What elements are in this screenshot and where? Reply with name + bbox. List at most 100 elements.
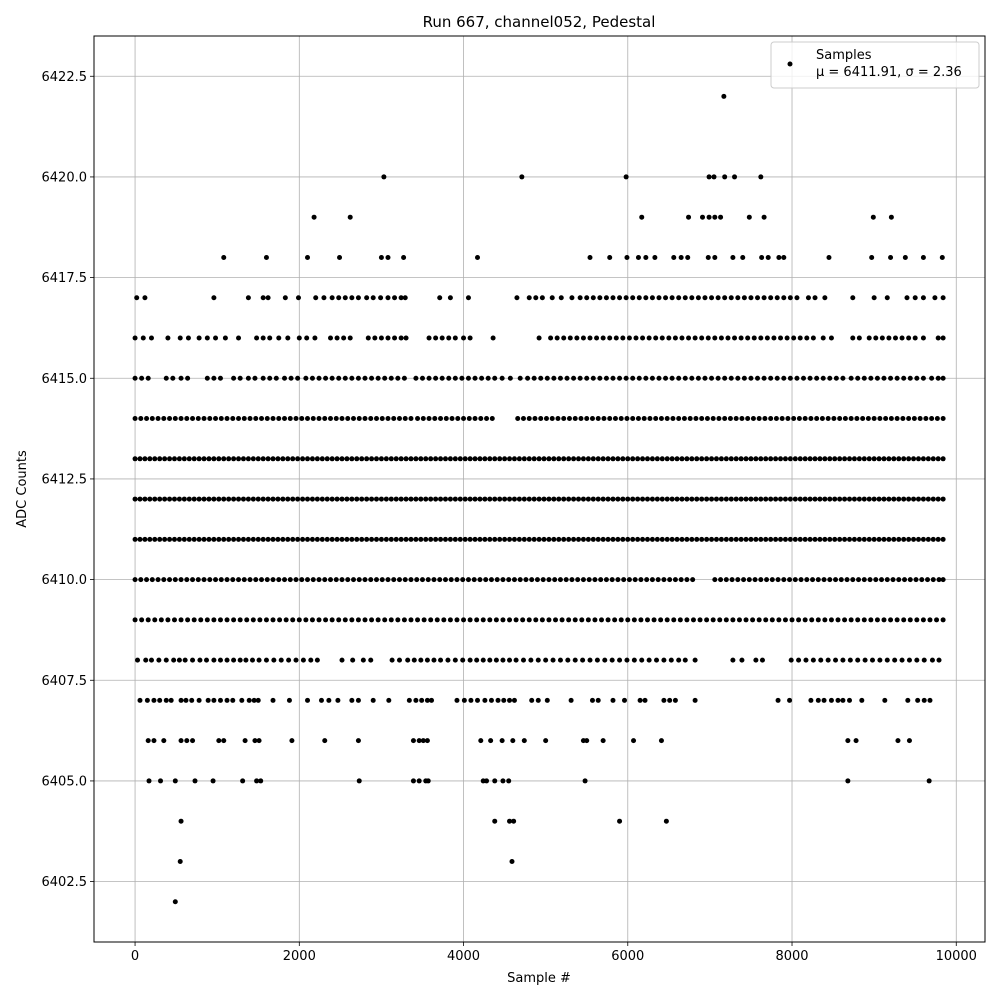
data-point	[643, 295, 649, 301]
data-point	[531, 536, 537, 542]
data-point	[842, 617, 848, 623]
y-tick-label: 6405.0	[42, 774, 88, 789]
data-point	[546, 496, 552, 502]
data-point	[195, 577, 201, 583]
data-point	[246, 697, 252, 703]
data-point	[699, 416, 705, 422]
data-point	[868, 617, 874, 623]
data-point	[196, 335, 202, 341]
data-point	[866, 335, 872, 341]
data-point	[204, 375, 210, 381]
data-point	[300, 657, 306, 663]
data-point	[147, 456, 153, 462]
data-point	[137, 496, 143, 502]
data-point	[167, 416, 173, 422]
data-point	[535, 697, 541, 703]
data-point	[656, 375, 662, 381]
data-point	[344, 456, 350, 462]
data-point	[364, 456, 370, 462]
data-point	[226, 456, 232, 462]
data-point	[408, 416, 414, 422]
data-point	[791, 335, 797, 341]
data-point	[598, 577, 604, 583]
data-point	[677, 617, 683, 623]
data-point	[886, 536, 892, 542]
data-point	[461, 416, 467, 422]
data-point	[369, 496, 375, 502]
data-point	[290, 456, 296, 462]
data-point	[314, 536, 320, 542]
data-point	[432, 416, 438, 422]
data-point	[138, 416, 144, 422]
data-point	[396, 577, 402, 583]
data-point	[288, 375, 294, 381]
data-point	[241, 416, 247, 422]
data-point	[385, 295, 391, 301]
data-point	[679, 496, 685, 502]
data-point	[543, 738, 549, 744]
data-point	[276, 577, 282, 583]
data-point	[804, 335, 810, 341]
data-point	[216, 456, 222, 462]
data-point	[775, 697, 781, 703]
data-point	[260, 335, 266, 341]
data-point	[613, 335, 619, 341]
data-point	[319, 496, 325, 502]
data-point	[871, 295, 877, 301]
data-point	[479, 375, 485, 381]
data-point	[408, 456, 414, 462]
data-point	[733, 416, 739, 422]
data-point	[345, 416, 351, 422]
x-tick-label: 0	[131, 949, 139, 964]
data-point	[388, 536, 394, 542]
x-tick-label: 10000	[936, 949, 977, 964]
data-point	[644, 617, 650, 623]
data-point	[237, 375, 243, 381]
data-point	[218, 577, 224, 583]
data-point	[280, 536, 286, 542]
data-point	[368, 416, 374, 422]
data-point	[419, 697, 425, 703]
data-point	[237, 617, 243, 623]
data-point	[659, 536, 665, 542]
data-point	[920, 456, 926, 462]
data-point	[566, 536, 572, 542]
data-point	[507, 697, 513, 703]
data-point	[636, 295, 642, 301]
data-point	[567, 335, 573, 341]
data-point	[369, 456, 375, 462]
data-point	[715, 295, 721, 301]
data-point	[753, 536, 759, 542]
data-point	[733, 456, 739, 462]
data-point	[935, 536, 941, 542]
legend-series-name: Samples	[816, 48, 872, 63]
data-point	[186, 536, 192, 542]
data-point	[526, 536, 532, 542]
data-point	[213, 416, 219, 422]
data-point	[305, 416, 311, 422]
data-point	[362, 416, 368, 422]
data-point	[847, 697, 853, 703]
data-point	[659, 335, 665, 341]
data-point	[764, 577, 770, 583]
data-point	[339, 536, 345, 542]
data-point	[449, 416, 455, 422]
data-point	[250, 456, 256, 462]
data-point	[423, 496, 429, 502]
data-point	[778, 456, 784, 462]
data-point	[822, 496, 828, 502]
data-point	[855, 617, 861, 623]
data-point	[822, 617, 828, 623]
y-axis: 6402.5 6405.0 6407.5 6410.0 6412.5 6415.0 6417…	[42, 70, 94, 890]
data-point	[402, 416, 408, 422]
data-point	[497, 536, 503, 542]
data-point	[694, 456, 700, 462]
data-point	[466, 416, 472, 422]
y-tick-label: 6422.5	[42, 70, 88, 85]
data-point	[411, 657, 417, 663]
data-point	[314, 456, 320, 462]
data-point	[837, 416, 843, 422]
data-point	[610, 496, 616, 502]
data-point	[425, 577, 431, 583]
data-point	[161, 577, 167, 583]
